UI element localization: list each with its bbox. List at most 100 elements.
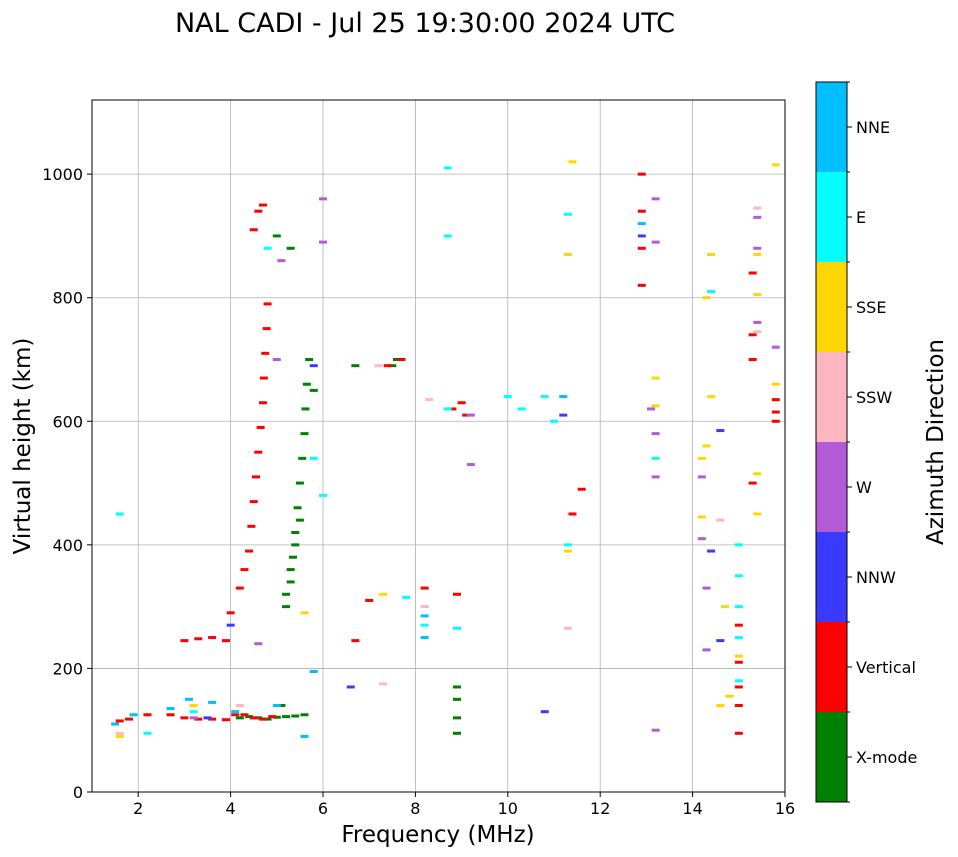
data-point (319, 240, 327, 244)
data-point (277, 704, 286, 707)
x-tick-label: 16 (775, 799, 795, 818)
data-point (392, 358, 401, 361)
data-point (263, 302, 272, 306)
colorbar-label: NNW (856, 568, 896, 587)
data-point (748, 333, 757, 337)
data-point (115, 719, 124, 723)
data-point (231, 713, 240, 717)
data-point (734, 731, 743, 735)
data-point (291, 543, 300, 547)
data-point (295, 518, 304, 522)
y-tick-label: 400 (52, 536, 83, 555)
data-point (115, 512, 124, 516)
data-point (637, 246, 646, 250)
y-tick-label: 800 (52, 289, 83, 308)
data-point (697, 456, 706, 460)
data-point (462, 413, 471, 417)
data-point (637, 222, 646, 226)
colorbar-label: X-mode (856, 748, 917, 767)
colorbar-label: W (856, 478, 872, 497)
data-point (702, 648, 711, 652)
data-point (402, 595, 411, 599)
data-point (697, 515, 706, 519)
data-point (143, 713, 152, 717)
data-point (420, 586, 429, 590)
data-point (115, 731, 124, 735)
data-point (651, 240, 660, 244)
data-point (425, 398, 434, 402)
data-point (651, 197, 660, 201)
data-point (254, 642, 263, 646)
data-point (258, 401, 267, 405)
data-point (235, 716, 244, 720)
data-point (716, 639, 725, 643)
data-point (563, 543, 572, 547)
data-point (231, 710, 240, 714)
data-point (185, 697, 194, 701)
data-point (540, 395, 549, 399)
data-point (379, 682, 388, 686)
data-point (388, 364, 397, 368)
data-point (291, 714, 300, 718)
data-point (452, 685, 461, 689)
colorbar-label: SSW (856, 388, 892, 407)
data-point (637, 172, 646, 176)
data-point (277, 259, 286, 263)
data-point (235, 704, 244, 707)
data-point (300, 734, 309, 738)
data-point (550, 419, 558, 423)
data-point (637, 283, 646, 287)
data-point (452, 626, 461, 630)
data-point (288, 555, 297, 559)
data-point (540, 710, 549, 714)
colorbar-title: Azimuth Direction (923, 339, 949, 545)
data-point (443, 166, 452, 170)
data-point (235, 586, 244, 590)
x-tick-label: 2 (133, 799, 143, 818)
data-point (716, 518, 725, 522)
data-point (249, 716, 258, 720)
colorbar-segment (816, 442, 847, 532)
data-point (282, 592, 291, 596)
data-point (226, 623, 235, 627)
data-point (383, 364, 392, 368)
data-point (203, 716, 212, 720)
data-point (563, 549, 572, 553)
data-point (166, 713, 175, 717)
data-point (753, 215, 762, 219)
data-point (286, 568, 295, 572)
data-point (651, 376, 660, 380)
data-point (753, 293, 762, 297)
colorbar-frame (815, 81, 848, 803)
data-point (309, 670, 318, 674)
data-point (194, 717, 203, 721)
x-tick-label: 6 (318, 799, 328, 818)
data-point (734, 660, 743, 664)
y-tick-label: 200 (52, 659, 83, 678)
colorbar-segment (816, 82, 847, 172)
data-point (651, 404, 660, 408)
data-point (637, 209, 646, 213)
data-point (753, 206, 762, 210)
data-point (319, 493, 327, 497)
data-point (254, 716, 263, 720)
y-axis-label: Virtual height (km) (10, 338, 36, 555)
data-point (272, 234, 281, 238)
data-point (420, 636, 429, 640)
data-point (563, 212, 572, 216)
data-point (166, 707, 175, 711)
data-point (420, 614, 429, 618)
data-point (753, 472, 762, 476)
data-point (637, 234, 646, 238)
data-point (563, 252, 572, 256)
data-point (194, 637, 203, 641)
data-point (559, 395, 568, 399)
data-point (254, 209, 263, 213)
data-point (771, 419, 780, 423)
x-tick-label: 8 (410, 799, 420, 818)
plot-frame (91, 99, 786, 793)
y-tick-label: 600 (52, 412, 83, 431)
data-point (707, 252, 716, 256)
data-point (397, 358, 406, 361)
data-point (466, 463, 475, 467)
